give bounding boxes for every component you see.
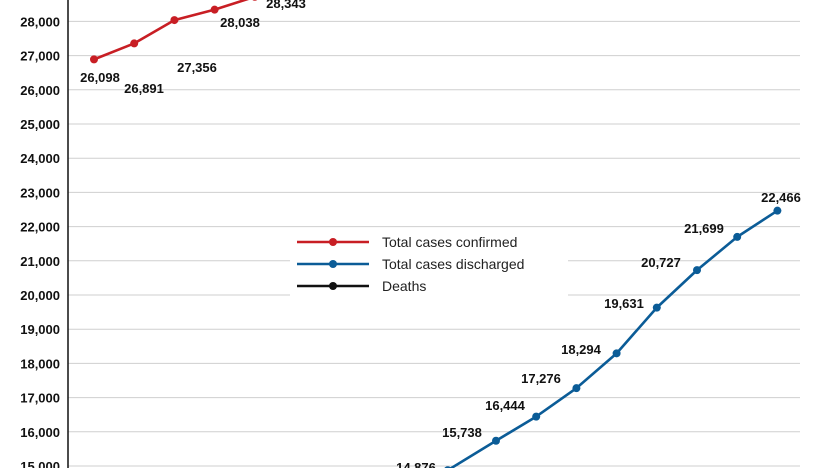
data-point bbox=[572, 384, 581, 393]
data-point bbox=[532, 412, 541, 421]
y-tick-label: 18,000 bbox=[20, 356, 60, 371]
legend-swatch-marker bbox=[329, 238, 337, 246]
y-tick-label: 19,000 bbox=[20, 322, 60, 337]
data-point bbox=[773, 206, 782, 215]
y-tick-label: 28,000 bbox=[20, 14, 60, 29]
data-point bbox=[652, 303, 661, 312]
legend-swatch-marker bbox=[329, 260, 337, 268]
y-tick-label: 21,000 bbox=[20, 254, 60, 269]
data-point bbox=[733, 232, 742, 241]
legend-label: Deaths bbox=[382, 278, 426, 294]
legend-label: Total cases confirmed bbox=[382, 234, 517, 250]
legend-swatch-marker bbox=[329, 282, 337, 290]
y-tick-label: 22,000 bbox=[20, 220, 60, 235]
data-label: 19,631 bbox=[604, 296, 644, 311]
data-point bbox=[693, 266, 701, 275]
y-tick-label: 17,000 bbox=[20, 391, 60, 406]
data-label: 27,356 bbox=[177, 60, 217, 75]
data-point bbox=[210, 5, 219, 14]
data-label: 26,098 bbox=[80, 70, 120, 85]
data-label: 21,699 bbox=[684, 221, 724, 236]
data-point bbox=[612, 349, 621, 358]
data-label: 15,738 bbox=[442, 425, 482, 440]
data-label: 28,038 bbox=[220, 15, 260, 30]
y-tick-label: 15,000 bbox=[20, 459, 60, 468]
data-label: 20,727 bbox=[641, 255, 681, 270]
y-tick-label: 25,000 bbox=[20, 117, 60, 132]
data-labels: 26,098 26,891 27,356 28,038 28,343 14,876 15,7… bbox=[80, 0, 801, 468]
data-label: 18,294 bbox=[561, 342, 602, 357]
legend-label: Total cases discharged bbox=[382, 256, 524, 272]
y-axis: 15,000 16,000 17,000 18,000 19,000 20,000 21,0… bbox=[20, 0, 69, 468]
data-label: 14,876 bbox=[396, 460, 436, 468]
y-tick-label: 16,000 bbox=[20, 425, 60, 440]
y-tick-label: 26,000 bbox=[20, 83, 60, 98]
data-point bbox=[170, 16, 179, 25]
series-lines bbox=[90, 0, 782, 468]
data-label: 28,343 bbox=[266, 0, 306, 11]
y-tick-label: 23,000 bbox=[20, 185, 60, 200]
y-tick-label: 27,000 bbox=[20, 49, 60, 64]
data-label: 16,444 bbox=[485, 398, 526, 413]
data-point bbox=[90, 55, 98, 64]
data-label: 22,466 bbox=[761, 190, 801, 205]
data-point bbox=[130, 39, 139, 48]
data-point bbox=[492, 436, 500, 445]
legend: Total cases confirmed Total cases dischar… bbox=[290, 228, 568, 300]
data-label: 26,891 bbox=[124, 81, 164, 96]
y-tick-label: 24,000 bbox=[20, 151, 60, 166]
data-point bbox=[252, 0, 258, 1]
data-label: 17,276 bbox=[521, 371, 561, 386]
y-tick-label: 20,000 bbox=[20, 288, 60, 303]
